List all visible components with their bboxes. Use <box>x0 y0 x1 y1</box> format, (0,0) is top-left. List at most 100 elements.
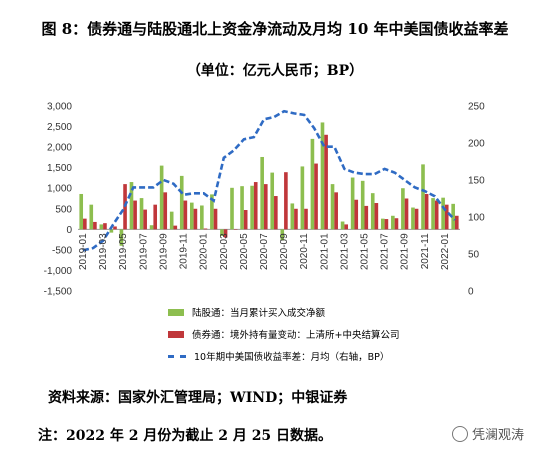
bond-bar <box>444 204 449 230</box>
wechat-icon <box>452 425 468 442</box>
x-tick-label: 2021-09 <box>400 233 411 270</box>
stock-bar <box>99 224 104 230</box>
stock-bar <box>421 164 425 230</box>
bond-bar <box>253 182 258 230</box>
bond-bar <box>424 193 429 230</box>
stock-bar <box>310 138 315 230</box>
stock-bar <box>159 165 164 230</box>
stock-bar <box>360 180 365 230</box>
bond-bar <box>143 209 147 230</box>
y-right-tick-label: 100 <box>468 213 485 224</box>
stock-bar <box>250 185 254 230</box>
x-tick-label: 2019-07 <box>138 233 149 270</box>
stock-bar <box>230 187 234 230</box>
stock-bar <box>129 182 134 230</box>
y-right-tick-label: 50 <box>468 250 480 261</box>
x-tick-label: 2019-09 <box>158 233 169 270</box>
x-tick-label: 2020-07 <box>259 233 270 270</box>
bond-bar <box>163 192 168 230</box>
bond-bar <box>93 221 97 230</box>
bond-bar <box>113 226 117 230</box>
stock-bar <box>149 225 154 230</box>
legend-swatch-bond <box>168 330 184 338</box>
watermark: 凭澜观涛 <box>452 424 524 443</box>
stock-bar <box>431 198 435 230</box>
bond-bar <box>294 208 298 230</box>
bond-bar <box>263 184 268 230</box>
stock-bar <box>280 229 285 241</box>
spread-line <box>82 109 456 252</box>
stock-bar <box>411 207 415 230</box>
bond-bar <box>103 223 107 230</box>
legend-swatch-spread <box>168 354 186 358</box>
x-tick-label: 2020-01 <box>199 233 210 270</box>
y-left-tick-label: 2,500 <box>47 122 72 133</box>
stock-bar <box>169 211 174 230</box>
stock-bar <box>391 215 395 230</box>
stock-bar <box>441 197 445 230</box>
bond-bar <box>414 208 419 230</box>
footnote: 注：2022 年 2 月份为截止 2 月 25 日数据。 <box>38 428 333 444</box>
x-tick-label: 2019-05 <box>118 233 129 270</box>
stock-bar <box>370 193 375 230</box>
stock-bar <box>220 229 224 236</box>
bond-bar <box>83 218 87 230</box>
bond-bar <box>153 204 158 230</box>
bond-bar <box>344 224 349 230</box>
y-left-tick-label: 1,000 <box>47 184 72 195</box>
x-tick-label: 2020-05 <box>239 233 250 270</box>
y-left-tick-label: 3,000 <box>47 102 72 113</box>
x-tick-label: 2020-03 <box>219 233 230 270</box>
x-tick-label: 2020-11 <box>299 233 310 269</box>
legend-label-bond: 债券通：境外持有量变动：上清所+中央结算公司 <box>192 330 400 341</box>
stock-bar <box>109 229 114 233</box>
bond-bar <box>394 218 399 230</box>
stock-bar <box>79 193 84 230</box>
bond-bar <box>454 215 459 230</box>
stock-bar <box>350 177 355 230</box>
x-tick-label: 2022-01 <box>440 233 451 270</box>
bond-bar <box>223 229 228 238</box>
y-left-tick-label: 0 <box>66 225 72 236</box>
bond-bar <box>193 208 198 230</box>
x-tick-label: 2021-01 <box>319 233 330 270</box>
chart-subtitle: （单位：亿元人民币；BP） <box>186 63 364 79</box>
x-tick-label: 2021-11 <box>420 233 431 269</box>
legend-label-stock: 陆股通：当月累计买入成交净额 <box>192 308 326 319</box>
y-left-tick-label: -1,500 <box>44 287 73 298</box>
bond-bar <box>324 134 328 230</box>
bond-bar <box>203 228 208 230</box>
y-left-tick-label: 2,000 <box>47 143 72 154</box>
legend-label-spread: 10年期中美国债收益率差：月均（右轴，BP） <box>194 352 390 363</box>
x-tick-label: 2020-09 <box>279 233 290 270</box>
x-tick-label: 2021-03 <box>339 233 350 270</box>
chart-title: 图 8：债券通与陆股通北上资金净流动及月均 10 年中美国债收益率差 <box>41 20 509 38</box>
source-note: 资料来源：国家外汇管理局；WIND；中银证券 <box>48 390 348 406</box>
x-tick-label: 2019-03 <box>98 233 109 270</box>
bond-bar <box>133 200 137 230</box>
stock-bar <box>260 156 264 230</box>
bond-bar <box>354 199 359 230</box>
bond-bar <box>233 229 238 230</box>
stock-bar <box>380 218 385 230</box>
stock-bar <box>189 202 194 230</box>
bond-bar <box>284 172 288 230</box>
legend-swatch-stock <box>168 308 184 316</box>
bond-bar <box>404 198 409 230</box>
x-tick-label: 2021-05 <box>360 233 371 270</box>
y-right-tick-label: 250 <box>468 102 485 113</box>
stock-bar <box>451 203 455 230</box>
bond-bar <box>173 225 178 230</box>
stock-bar <box>210 194 214 230</box>
stock-bar <box>179 175 184 230</box>
x-tick-label: 2019-01 <box>78 233 89 270</box>
bond-bar <box>374 203 379 230</box>
watermark-text: 凭澜观涛 <box>472 428 525 443</box>
bond-bar <box>304 208 308 230</box>
legend-item-bond: 债券通：境外持有量变动：上清所+中央结算公司 <box>168 323 399 345</box>
y-right-tick-label: 0 <box>468 287 474 298</box>
legend: 陆股通：当月累计买入成交净额 债券通：境外持有量变动：上清所+中央结算公司 10… <box>168 301 399 367</box>
bond-bar <box>183 200 188 230</box>
bond-bar <box>314 163 318 230</box>
